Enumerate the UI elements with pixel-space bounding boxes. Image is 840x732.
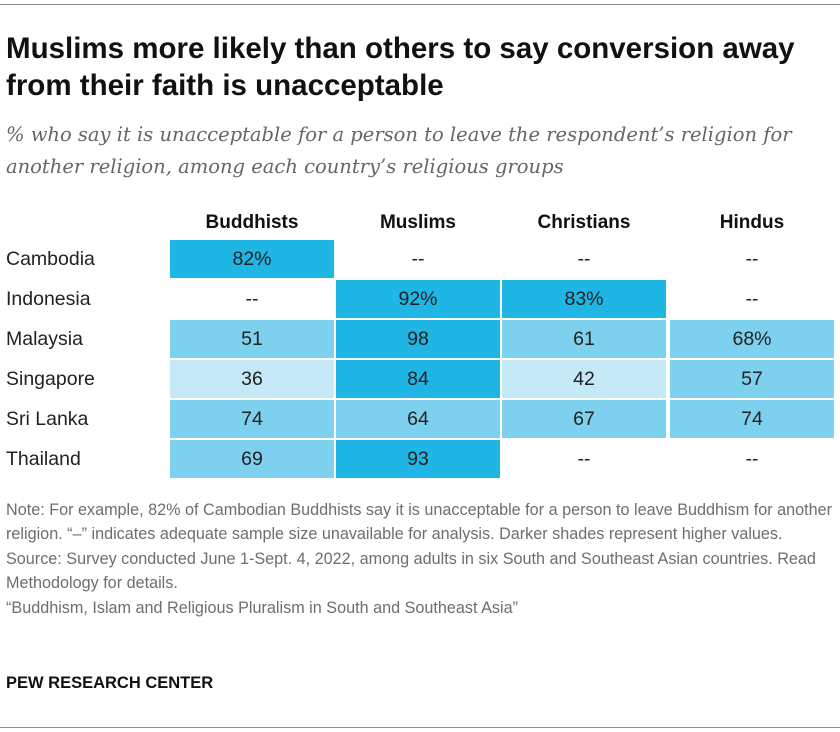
heatmap-cell: 51 bbox=[170, 320, 334, 358]
heatmap-cell: 82% bbox=[170, 240, 334, 278]
heatmap-cell: -- bbox=[577, 447, 591, 470]
chart-title: Muslims more likely than others to say c… bbox=[6, 32, 795, 102]
row-label-thailand: Thailand bbox=[6, 448, 81, 470]
column-header-buddhists: Buddhists bbox=[205, 212, 299, 233]
column-header-hindus: Hindus bbox=[719, 212, 785, 233]
bottom-rule bbox=[0, 727, 840, 728]
heatmap-cell: -- bbox=[745, 447, 759, 470]
heatmap-cell: -- bbox=[245, 287, 259, 310]
heatmap-cell: -- bbox=[745, 247, 759, 270]
heatmap-cell: -- bbox=[411, 247, 425, 270]
heatmap-cell: 98 bbox=[336, 320, 500, 358]
heatmap-cell: 42 bbox=[502, 360, 666, 398]
source-text: Source: Survey conducted June 1-Sept. 4,… bbox=[6, 549, 816, 593]
report-title: “Buddhism, Islam and Religious Pluralism… bbox=[6, 598, 518, 617]
heatmap-cell: -- bbox=[577, 247, 591, 270]
heatmap-cell: 83% bbox=[502, 280, 666, 318]
heatmap-cell: 36 bbox=[170, 360, 334, 398]
row-label-sri-lanka: Sri Lanka bbox=[6, 408, 89, 430]
heatmap-cell: -- bbox=[745, 287, 759, 310]
heatmap-cell: 61 bbox=[502, 320, 666, 358]
heatmap-cell: 93 bbox=[336, 440, 500, 478]
column-header-christians: Christians bbox=[537, 212, 631, 233]
heatmap-cell: 64 bbox=[336, 400, 500, 438]
column-header-muslims: Muslims bbox=[379, 212, 457, 233]
heatmap-cell: 69 bbox=[170, 440, 334, 478]
heatmap-cell: 74 bbox=[170, 400, 334, 438]
row-label-singapore: Singapore bbox=[6, 368, 95, 390]
chart-subtitle: % who say it is unacceptable for a perso… bbox=[6, 123, 792, 178]
top-rule bbox=[0, 4, 840, 5]
row-label-malaysia: Malaysia bbox=[6, 328, 83, 350]
heatmap-cell: 67 bbox=[502, 400, 666, 438]
row-label-cambodia: Cambodia bbox=[6, 248, 95, 270]
notes-block: Note: For example, 82% of Cambodian Budd… bbox=[6, 498, 834, 620]
heatmap-cell: 74 bbox=[670, 400, 834, 438]
row-label-indonesia: Indonesia bbox=[6, 288, 91, 310]
note-text: Note: For example, 82% of Cambodian Budd… bbox=[6, 501, 833, 544]
heatmap-cell: 84 bbox=[336, 360, 500, 398]
heatmap-cell: 57 bbox=[670, 360, 834, 398]
pew-logo: PEW RESEARCH CENTER bbox=[6, 674, 214, 692]
heatmap-cell: 68% bbox=[670, 320, 834, 358]
heatmap-cell: 92% bbox=[336, 280, 500, 318]
